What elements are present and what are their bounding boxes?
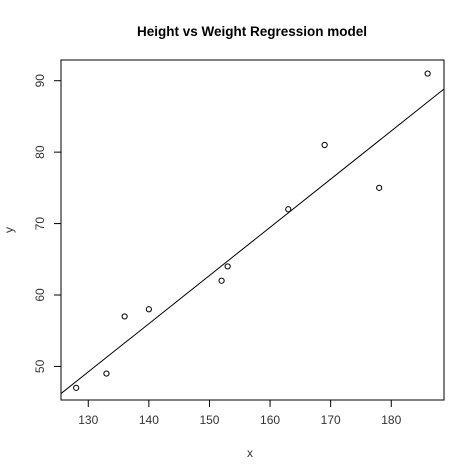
regression-line [60, 88, 445, 394]
y-axis: 50 60 70 80 90 [33, 74, 62, 373]
data-points [73, 70, 431, 391]
data-point [145, 306, 152, 313]
y-tick-label: 70 [33, 217, 47, 231]
y-tick-label: 60 [33, 288, 47, 302]
x-tick-label: 130 [78, 413, 98, 427]
x-tick-label: 150 [199, 413, 219, 427]
data-point [121, 313, 128, 320]
x-axis: 130 140 150 160 170 180 [78, 399, 402, 427]
x-tick-label: 170 [321, 413, 341, 427]
data-point [285, 206, 292, 213]
y-tick-label: 80 [33, 145, 47, 159]
data-point [321, 141, 328, 149]
data-point [103, 370, 110, 377]
y-tick-label: 90 [33, 74, 47, 88]
chart-title: Height vs Weight Regression model [137, 24, 367, 39]
data-point [224, 263, 231, 270]
data-point [73, 384, 80, 391]
y-axis-label: y [2, 227, 16, 233]
data-point [376, 184, 383, 191]
data-point [218, 277, 225, 284]
x-tick-label: 140 [139, 413, 159, 427]
x-tick-label: 160 [260, 413, 280, 427]
regression-line-group [60, 88, 445, 394]
y-tick-label: 50 [33, 359, 47, 373]
x-tick-label: 180 [381, 413, 401, 427]
x-axis-label: x [247, 446, 253, 460]
data-point [424, 70, 431, 77]
